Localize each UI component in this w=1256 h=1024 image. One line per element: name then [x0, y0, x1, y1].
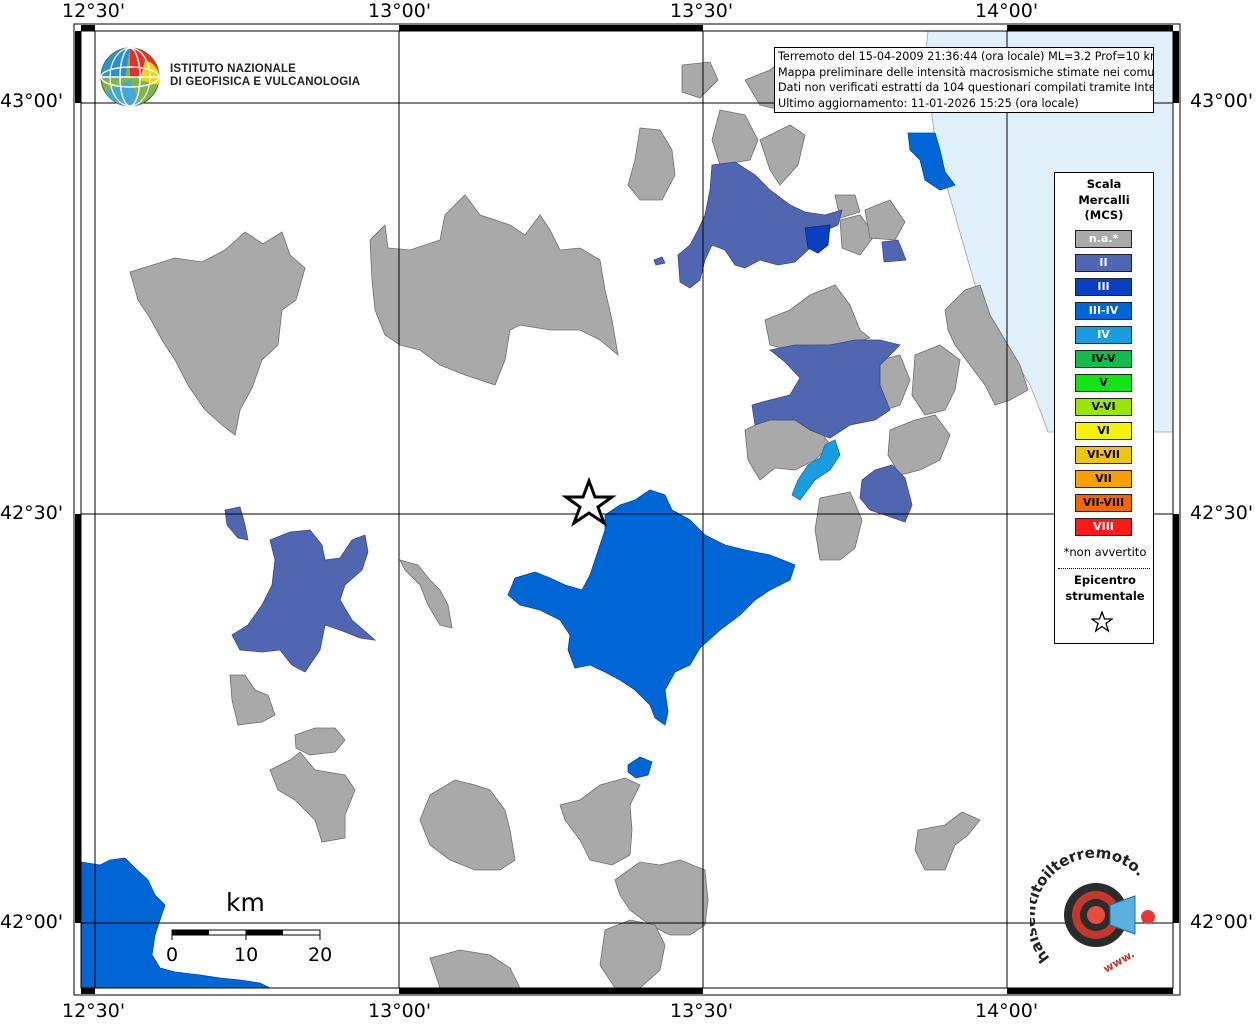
left-lat-label-4300: 43°00'	[0, 90, 64, 112]
intensity-iv-area	[791, 439, 841, 501]
intensity-ii-area-west	[231, 529, 377, 673]
legend-separator	[1058, 568, 1150, 569]
legend-item-vii-viii: VII-VIII	[1075, 494, 1132, 512]
scale-tick-0: 0	[166, 944, 179, 966]
right-lat-label-4200: 42°00'	[1190, 911, 1254, 933]
bottom-lon-label-1300: 13°00'	[368, 1000, 432, 1022]
intensity-legend: Scala Mercalli (MCS) n.a.* II III III-IV IV I…	[1054, 172, 1154, 644]
grey-area-west-a	[399, 559, 453, 629]
bottom-lon-label-1230: 12°30'	[62, 1000, 126, 1022]
institute-name-line1: ISTITUTO NAZIONALE	[170, 63, 297, 75]
grey-area-north-central	[369, 194, 619, 386]
intensity-iii-iv-area-sw	[81, 857, 271, 988]
intensity-ii-area-west-small	[224, 506, 249, 541]
scale-bar	[171, 929, 321, 940]
info-line-2: Mappa preliminare delle intensità macros…	[778, 65, 1154, 79]
grey-area-north-a	[627, 127, 676, 201]
legend-item-iii-iv: III-IV	[1075, 302, 1132, 320]
legend-item-iv: IV	[1075, 326, 1132, 344]
top-lon-label-1300: 13°00'	[368, 0, 432, 22]
right-lat-label-4230: 42°30'	[1190, 502, 1254, 524]
legend-epicenter-line1: Epicentro	[1074, 573, 1136, 587]
top-lon-label-1330: 13°30'	[670, 0, 734, 22]
intensity-iii-iv-area-small	[627, 756, 653, 779]
legend-title-line3: (MCS)	[1084, 208, 1124, 222]
epicenter-star-icon	[561, 476, 617, 527]
bottom-lon-label-1400: 14°00'	[975, 1000, 1039, 1022]
top-lon-label-1400: 14°00'	[975, 0, 1039, 22]
left-lat-label-4200: 42°00'	[0, 911, 64, 933]
legend-item-vii: VII	[1075, 470, 1132, 488]
legend-title-line1: Scala	[1086, 177, 1122, 191]
legend-item-vi-vii: VI-VII	[1075, 446, 1132, 464]
intensity-ii-area-north	[677, 161, 843, 289]
bottom-lon-label-1330: 13°30'	[670, 1000, 734, 1022]
intensity-ii-area-mid-east	[751, 339, 901, 439]
grey-area-south-a	[419, 779, 516, 871]
top-lon-label-1230: 12°30'	[62, 0, 126, 22]
legend-note: *non avvertito	[1063, 545, 1147, 559]
grey-area-sw-c	[269, 751, 356, 843]
institute-name-line2: DI GEOFISICA E VULCANOLOGIA	[170, 76, 361, 88]
grey-area-north-g	[864, 199, 906, 241]
map-frame	[73, 23, 1181, 996]
grey-area-north-e	[759, 124, 806, 186]
right-lat-label-4300: 43°00'	[1190, 90, 1254, 112]
intensity-iii-area	[804, 224, 831, 254]
haisentito-badge-text: haisentitoilterremoto.it www.	[1030, 848, 1149, 976]
legend-item-vi: VI	[1075, 422, 1132, 440]
legend-epicenter-line2: strumentale	[1065, 588, 1145, 603]
grey-area-sw-b	[294, 727, 346, 756]
grey-area-coast-b	[911, 344, 961, 416]
left-lat-label-4230: 42°30'	[0, 502, 64, 524]
legend-item-iii: III	[1075, 278, 1132, 296]
info-line-4: Ultimo aggiornamento: 11-01-2026 15:25 (…	[778, 96, 1079, 110]
scale-tick-20: 20	[308, 944, 333, 966]
scale-bar-unit: km	[226, 888, 265, 917]
not-felt-areas	[129, 54, 1029, 988]
grey-area-nw	[129, 231, 306, 436]
legend-item-iv-v: IV-V	[1075, 350, 1132, 368]
intensity-ii-area-tiny	[653, 256, 666, 266]
grey-area-south-b	[559, 777, 641, 866]
institute-name: ISTITUTO NAZIONALE DI GEOFISICA E VULCAN…	[170, 63, 360, 89]
legend-title: Scala Mercalli (MCS)	[1055, 177, 1153, 224]
legend-item-n-a: n.a.*	[1075, 230, 1132, 248]
grey-area-south-d	[599, 919, 666, 988]
haisentito-badge-icon	[1064, 883, 1155, 947]
grey-area-mid-east-c	[887, 414, 951, 476]
intensity-ii-area-north-small	[881, 239, 907, 263]
grey-area-north-b	[681, 61, 719, 99]
badge-www-text: www.	[1101, 947, 1137, 975]
legend-title-line2: Mercalli	[1078, 192, 1130, 207]
grey-area-north-f	[839, 214, 876, 256]
grey-area-south-c	[614, 859, 709, 936]
ingv-logo-icon	[100, 47, 160, 107]
grey-area-south-east-a	[814, 491, 863, 561]
info-line-3: Dati non verificati estratti da 104 ques…	[778, 81, 1154, 94]
graticule	[81, 31, 1173, 988]
legend-item-viii: VIII	[1075, 518, 1132, 536]
grey-area-south-east-b	[914, 811, 981, 871]
legend-epicenter-title: Epicentro strumentale	[1055, 573, 1155, 604]
legend-item-v-vi: V-VI	[1075, 398, 1132, 416]
scale-tick-10: 10	[234, 944, 259, 966]
grey-area-north-c	[711, 109, 759, 166]
event-info-box: Terremoto del 15-04-2009 21:36:44 (ora l…	[774, 47, 1154, 113]
info-line-1: Terremoto del 15-04-2009 21:36:44 (ora l…	[778, 50, 1154, 63]
grey-area-south-e	[429, 949, 521, 988]
legend-star-icon	[1091, 611, 1113, 633]
grey-area-sw-a	[229, 674, 276, 726]
legend-item-ii: II	[1075, 254, 1132, 272]
legend-item-v: V	[1075, 374, 1132, 392]
intensity-iii-iv-area-coast-north	[907, 132, 956, 191]
intensity-iii-iv-area-main	[507, 489, 796, 726]
